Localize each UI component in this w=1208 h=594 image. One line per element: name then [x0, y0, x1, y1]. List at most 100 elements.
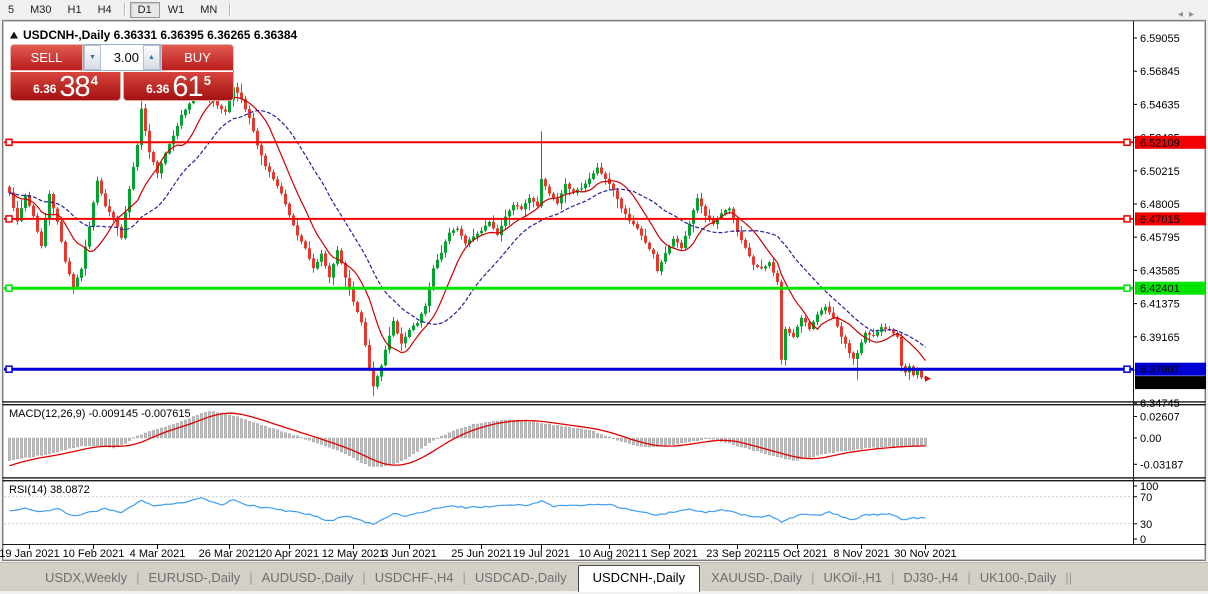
macd-tick-label: 0.02607 [1140, 412, 1180, 424]
chart-tab-usdx-weekly[interactable]: USDX,Weekly [45, 570, 128, 585]
candle [860, 342, 863, 354]
tab-scroll-arrows: ◂▸ [1178, 9, 1200, 20]
line-anchor-handle[interactable] [5, 284, 13, 292]
current-price-label [1135, 376, 1206, 390]
tab-scroll-left-button[interactable]: ◂ [1177, 9, 1189, 20]
buy-price-button[interactable]: 6.36 61 5 [123, 72, 234, 102]
timeframe-button-w1[interactable]: W1 [160, 2, 193, 18]
sell-button[interactable]: SELL [10, 44, 83, 71]
chart-tab-usdcad-daily[interactable]: USDCAD-,Daily [474, 570, 567, 585]
candle [404, 336, 407, 344]
candle [244, 98, 247, 110]
one-click-trade-panel: SELL ▼ 3.00 ▲ BUY 6.36 38 4 6.36 61 5 [10, 44, 234, 102]
price-tick-label: 6.45795 [1140, 232, 1180, 244]
arrow-up-icon: ▲ [148, 54, 155, 61]
line-anchor-handle[interactable] [1123, 215, 1131, 223]
volume-decrease-button[interactable]: ▼ [84, 45, 101, 70]
candle [496, 228, 499, 235]
candle [252, 118, 255, 132]
line-price-label-6.37007 [1135, 362, 1206, 376]
candle [152, 152, 155, 163]
candle [896, 333, 899, 337]
rsi-tick-label: 0 [1140, 534, 1146, 546]
candle [424, 305, 427, 314]
tab-separator: | [811, 570, 815, 585]
candle [732, 208, 735, 220]
candle [92, 202, 95, 227]
candle [636, 223, 639, 229]
candle [868, 332, 871, 335]
candle [640, 228, 643, 236]
candle [224, 109, 227, 112]
chart-tab-xauusd-daily[interactable]: XAUUSD-,Daily [711, 570, 803, 585]
candle [788, 328, 791, 333]
date-tick-label: 19 Jul 2021 [513, 548, 570, 560]
line-anchor-handle[interactable] [1123, 284, 1131, 292]
candle [264, 155, 267, 167]
chart-tab-eurusd-daily[interactable]: EURUSD-,Daily [148, 570, 241, 585]
candle [680, 242, 683, 249]
line-anchor-handle[interactable] [1123, 365, 1131, 373]
timeframe-button-h4[interactable]: H4 [90, 2, 120, 18]
candle [716, 218, 719, 225]
candle [748, 247, 751, 257]
candle [828, 306, 831, 313]
timeframe-button-mn[interactable]: MN [192, 2, 225, 18]
candle [660, 262, 663, 272]
date-tick-label: 30 Nov 2021 [894, 548, 956, 560]
line-anchor-handle[interactable] [5, 138, 13, 147]
candle [876, 331, 879, 336]
volume-increase-button[interactable]: ▲ [143, 45, 160, 70]
timeframe-button-d1[interactable]: D1 [129, 1, 160, 18]
candle [428, 286, 431, 307]
tab-separator: | [967, 570, 971, 585]
chart-tab-usdcnh-daily[interactable]: USDCNH-,Daily [577, 565, 701, 592]
candle [300, 235, 303, 242]
volume-input[interactable]: 3.00 [113, 50, 139, 65]
candle [96, 180, 99, 203]
chart-tab-dj30-h4[interactable]: DJ30-,H4 [903, 570, 959, 585]
chart-tab-ukoil-h1[interactable]: UKOil-,H1 [823, 570, 882, 585]
candle [612, 183, 615, 191]
candle [548, 186, 551, 194]
candle [360, 312, 363, 323]
candle [728, 208, 731, 211]
candle [816, 314, 819, 322]
candle [808, 322, 811, 330]
chart-tab-uk100-daily[interactable]: UK100-,Daily [979, 570, 1057, 585]
candle [900, 336, 903, 366]
collapse-triangle-icon[interactable] [10, 31, 18, 39]
tab-scroll-right-button[interactable]: ▸ [1188, 9, 1200, 20]
candle [340, 250, 343, 264]
candle [432, 268, 435, 287]
timeframe-button-h1[interactable]: H1 [60, 2, 90, 18]
candle [776, 273, 779, 282]
price-tick-label: 6.59055 [1140, 33, 1180, 45]
tab-separator: | [462, 570, 466, 585]
candle [188, 103, 191, 110]
buy-button[interactable]: BUY [161, 44, 234, 71]
candle [216, 99, 219, 106]
candle [708, 215, 711, 220]
chart-tab-usdchf-h4[interactable]: USDCHF-,H4 [374, 570, 454, 585]
candle [64, 241, 67, 262]
timeframe-button-5[interactable]: 5 [0, 2, 22, 18]
line-anchor-handle[interactable] [5, 365, 13, 373]
timeframe-button-m30[interactable]: M30 [22, 2, 59, 18]
candle [256, 130, 259, 146]
candle [348, 277, 351, 290]
chart-tab-audusd-daily[interactable]: AUDUSD-,Daily [261, 570, 354, 585]
date-tick-label: 20 Apr 2021 [260, 548, 319, 560]
candle [724, 210, 727, 214]
sell-price-button[interactable]: 6.36 38 4 [10, 72, 121, 102]
candle [316, 262, 319, 269]
candle [536, 201, 539, 207]
candle [368, 345, 371, 370]
line-anchor-handle[interactable] [1123, 138, 1131, 147]
candle [328, 265, 331, 278]
candle [620, 198, 623, 209]
candle [320, 253, 323, 262]
candle [124, 212, 127, 239]
line-anchor-handle[interactable] [5, 215, 13, 223]
